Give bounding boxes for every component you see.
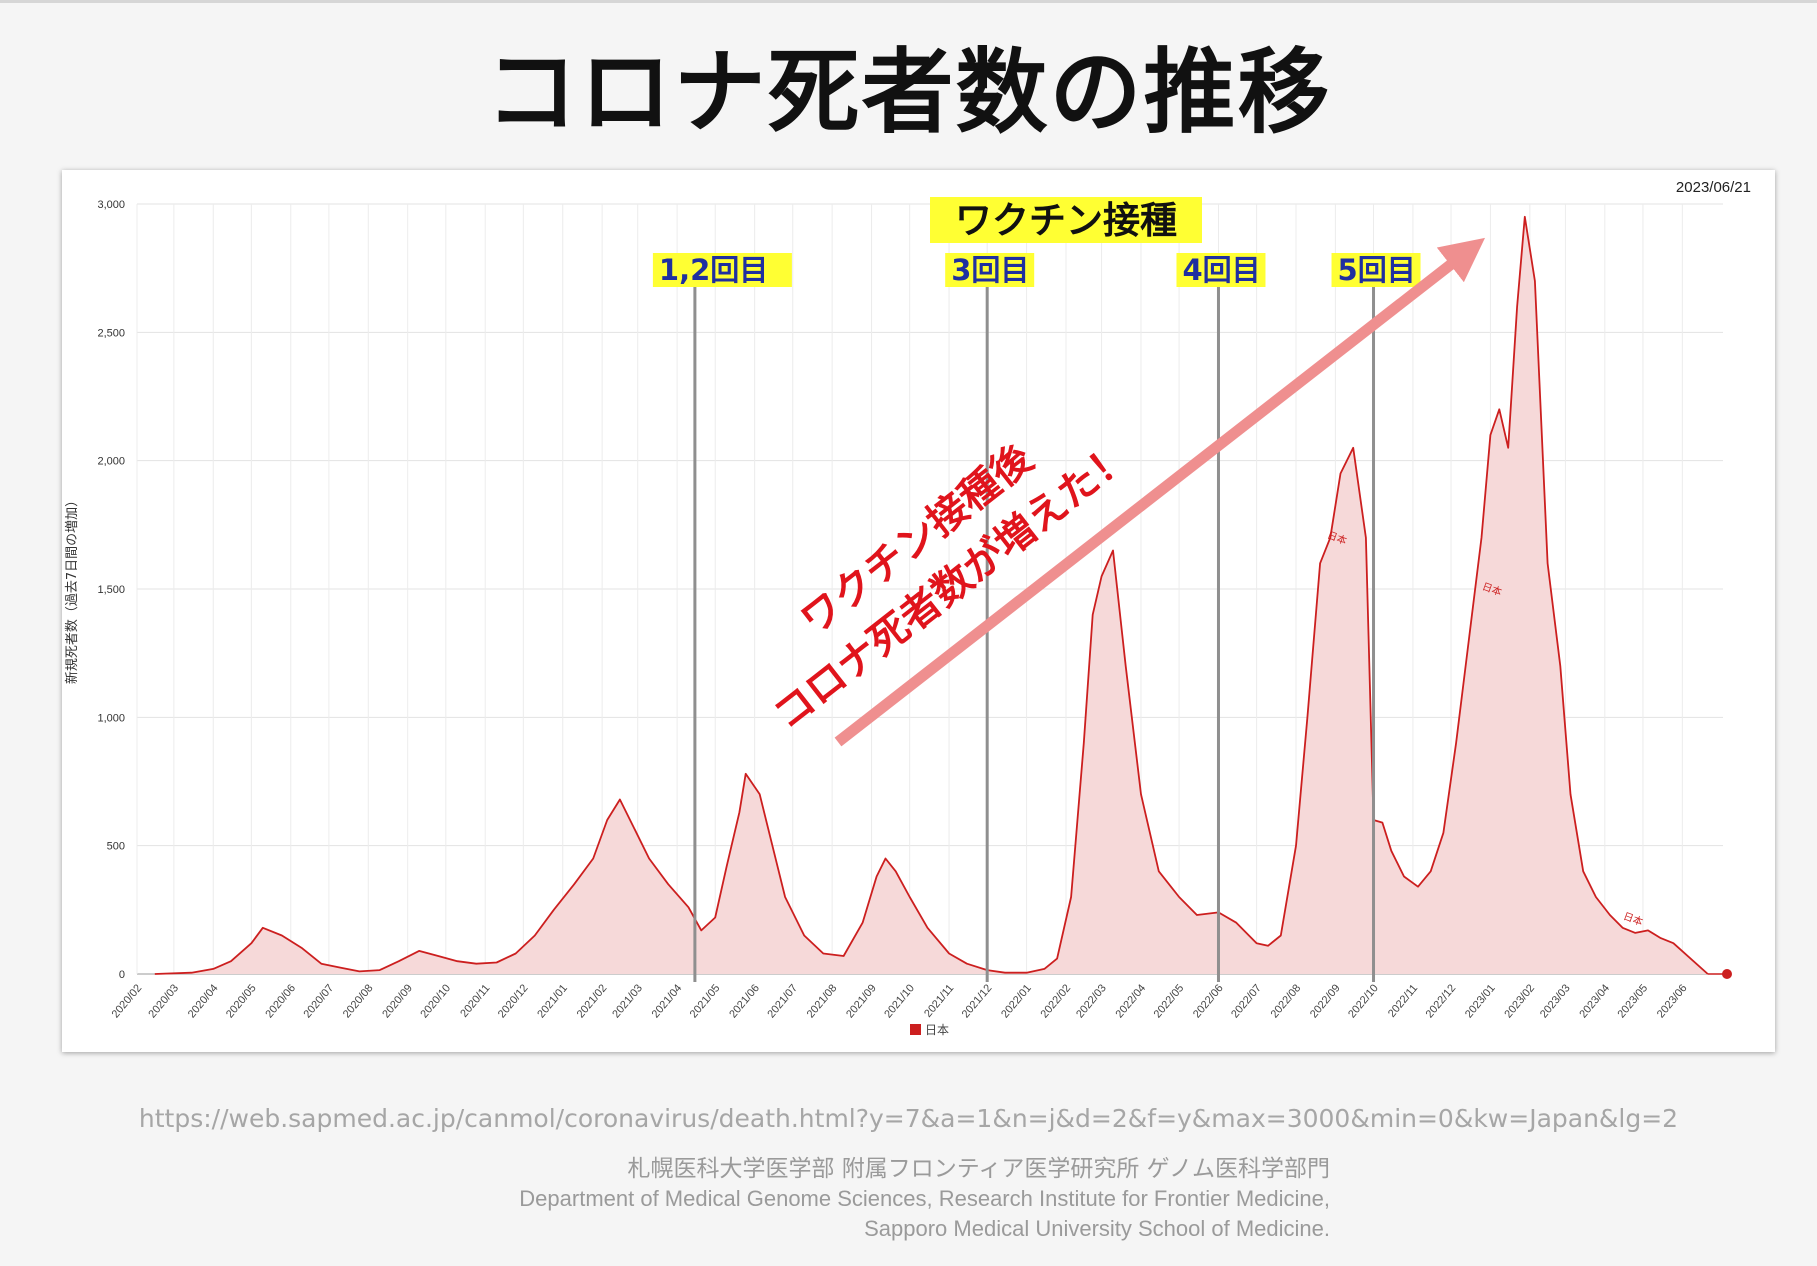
credits: 札幌医科大学医学部 附属フロンティア医学研究所 ゲノム医科学部門 Departm… [519,1154,1330,1244]
x-tick-label: 2020/10 [418,982,453,1020]
legend-label: 日本 [925,1023,949,1037]
x-tick-label: 2020/04 [186,982,221,1020]
x-tick-label: 2021/09 [844,982,879,1020]
x-tick-label: 2022/02 [1039,982,1074,1020]
x-tick-label: 2021/06 [727,982,762,1020]
x-tick-label: 2020/09 [380,982,415,1020]
x-tick-label: 2022/09 [1308,982,1343,1020]
dose-label: 1,2回目 [659,253,768,287]
x-tick-label: 2020/07 [301,982,336,1020]
dose-label: 3回目 [951,253,1029,287]
x-tick-label: 2022/08 [1269,982,1304,1020]
x-tick-label: 2023/01 [1463,982,1498,1020]
series-inline-label: 日本 [1622,909,1645,928]
dose-markers: 1,2回目 3回目 4回目 5回目 [652,253,1421,982]
x-tick-label: 2022/12 [1424,982,1459,1020]
x-tick-label: 2021/04 [650,982,685,1020]
x-tick-label: 2020/05 [224,982,259,1020]
x-tick-label: 2020/12 [496,982,531,1020]
dose-label-highlight [1331,253,1421,287]
y-tick-label: 0 [119,969,125,981]
x-tick-label: 2022/11 [1386,982,1420,1020]
x-tick-label: 2022/07 [1229,982,1264,1020]
x-tick-label: 2020/03 [146,982,181,1020]
x-tick-label: 2021/05 [688,982,723,1020]
vaccine-title: ワクチン接種 [955,199,1177,242]
vaccine-title-highlight [930,197,1202,243]
y-tick-label: 2,500 [97,327,125,339]
dose-label: 4回目 [1182,253,1260,287]
x-tick-label: 2023/04 [1577,982,1612,1020]
x-tick-label: 2020/06 [263,982,298,1020]
slide-title: コロナ死者数の推移 [485,39,1332,146]
x-tick-label: 2020/02 [110,982,145,1020]
x-tick-label: 2022/10 [1346,982,1381,1020]
x-tick-label: 2023/05 [1615,982,1650,1020]
annotation-labels: 2023/06/21 日本 ワクチン接種 [910,179,1751,1037]
y-axis-title: 新規死者数（過去7日間の増加） [64,494,80,684]
dose-label-highlight [652,253,792,287]
x-tick-label: 2023/03 [1538,982,1573,1020]
x-tick-label: 2022/03 [1074,982,1109,1020]
credit-english-line2: Sapporo Medical University School of Med… [864,1216,1330,1241]
series-end-marker [1722,969,1732,979]
series-line [154,215,1709,975]
credit-japanese: 札幌医科大学医学部 附属フロンティア医学研究所 ゲノム医科学部門 [627,1156,1330,1182]
x-tick-label: 2021/07 [765,982,800,1020]
dose-label-highlight [1176,253,1266,287]
x-tick-label: 2021/03 [610,982,645,1020]
top-border [0,0,1817,3]
x-tick-label: 2021/11 [922,982,956,1020]
x-tick-label: 2021/10 [882,982,917,1020]
y-tick-label: 1,000 [97,712,125,724]
date-label: 2023/06/21 [1676,179,1751,196]
y-tick-label: 2,000 [97,456,125,468]
x-tick-label: 2021/08 [805,982,840,1020]
dose-label: 5回目 [1338,253,1416,287]
x-tick-label: 2022/06 [1191,982,1226,1020]
x-tick-label: 2023/06 [1655,982,1690,1020]
x-tick-label: 2022/04 [1114,982,1149,1020]
series-fill [154,216,1708,975]
trend-arrow-line [834,237,1486,747]
x-tick-label: 2022/01 [999,982,1034,1020]
x-tick-label: 2021/02 [575,982,610,1020]
dose-label-highlight [945,253,1035,287]
y-tick-label: 500 [107,841,125,853]
source-url[interactable]: https://web.sapmed.ac.jp/canmol/coronavi… [138,1104,1679,1133]
x-tick-label: 2021/12 [960,982,995,1020]
chart-panel: 0 500 1,000 1,500 2,000 2,500 3,000 新規死者数（過去7日間… [62,170,1775,1052]
x-tick-label: 2021/01 [535,982,570,1020]
x-tick-label: 2023/02 [1502,982,1537,1020]
death-chart: 0 500 1,000 1,500 2,000 2,500 3,000 新規死者数（過去7日間… [64,179,1751,1037]
credit-english-line1: Department of Medical Genome Sciences, R… [519,1186,1330,1211]
x-tick-label: 2020/11 [458,982,492,1020]
x-axis-ticks: 2020/02 2020/03 2020/04 2020/05 2020/06 2020/… [110,982,1690,1020]
x-tick-label: 2022/05 [1152,982,1187,1020]
x-tick-label: 2020/08 [341,982,376,1020]
y-tick-label: 3,000 [97,199,125,211]
legend-swatch [910,1024,921,1035]
y-tick-label: 1,500 [97,584,125,596]
y-axis-ticks: 0 500 1,000 1,500 2,000 2,500 3,000 新規死者数（過去7日間… [64,199,125,981]
